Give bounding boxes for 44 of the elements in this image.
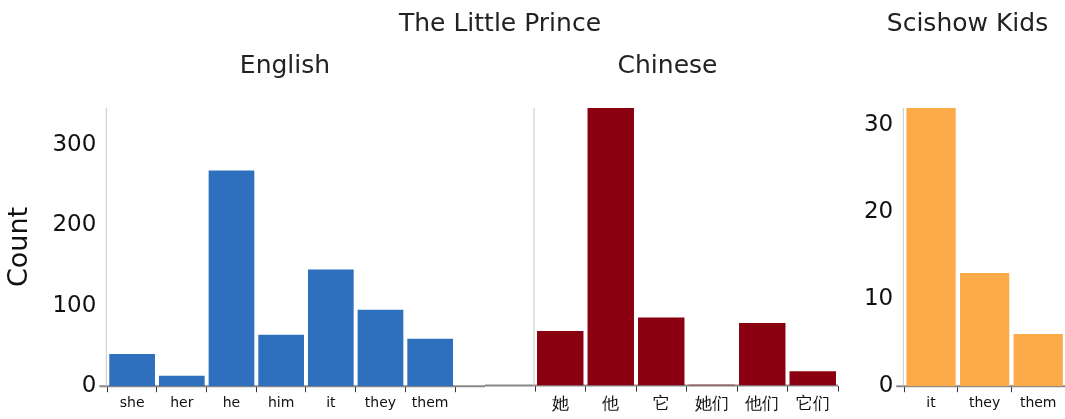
x-tick-label: 他们 (745, 393, 780, 414)
x-tick-label: it (326, 394, 337, 411)
x-tick-label: 她 (551, 393, 569, 414)
x-tick-label: 他 (602, 393, 620, 414)
x-tick-label: she (119, 394, 145, 411)
y-tick-label: 30 (863, 110, 894, 137)
bar (789, 371, 836, 386)
bar (258, 334, 304, 387)
y-tick-label: 10 (863, 284, 894, 311)
x-tick-label: her (170, 394, 194, 411)
bar (307, 269, 354, 387)
y-tick-label: 20 (863, 197, 894, 224)
bar (638, 317, 685, 386)
y-tick-label: 0 (878, 371, 894, 398)
bar (959, 273, 1010, 387)
chart-title: Scishow Kids (885, 8, 1050, 37)
bar (109, 354, 155, 387)
chart-subtitle: English (238, 50, 332, 79)
bar (1013, 334, 1063, 387)
x-tick-label: they (969, 394, 1001, 411)
y-tick-label: 200 (52, 210, 97, 237)
bar (587, 108, 634, 386)
y-tick-label: 100 (52, 290, 97, 317)
y-axis-title: Count (2, 206, 34, 288)
bar (407, 338, 454, 387)
bar (906, 107, 956, 387)
bar (158, 375, 205, 387)
x-tick-label: 它 (652, 393, 670, 414)
x-tick-label: he (222, 394, 241, 411)
chart-subtitle: Chinese (616, 50, 719, 79)
bar (537, 331, 584, 386)
bar (208, 170, 255, 387)
x-tick-label: it (926, 394, 937, 411)
x-tick-label: 她们 (694, 393, 729, 414)
x-tick-label: them (1019, 394, 1057, 411)
x-tick-label: him (267, 394, 295, 411)
bar (357, 309, 404, 387)
y-tick-label: 0 (81, 371, 97, 398)
bar (739, 323, 786, 386)
x-tick-label: they (364, 394, 397, 411)
x-tick-label: 它们 (795, 393, 830, 414)
y-tick-label: 300 (52, 129, 97, 156)
x-tick-label: them (411, 394, 449, 411)
chart-title: The Little Prince (398, 8, 602, 37)
